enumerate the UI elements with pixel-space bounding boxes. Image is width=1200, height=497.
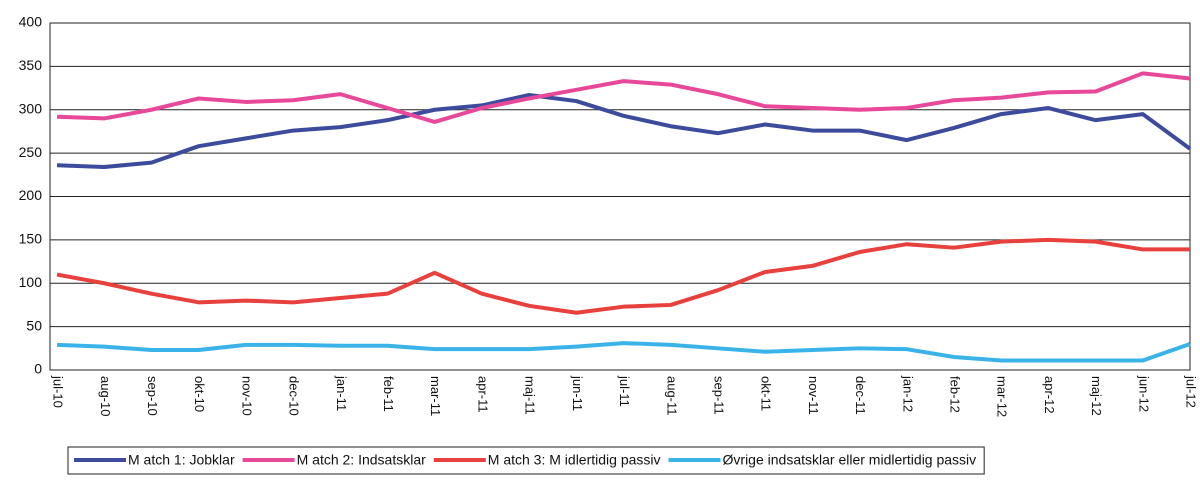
legend-box (67, 446, 985, 475)
series-line (56, 341, 1191, 363)
x-tick-label: feb-11 (381, 376, 396, 412)
y-tick-label: 300 (19, 100, 43, 116)
series-line (56, 93, 1192, 170)
y-tick-label: 200 (19, 187, 43, 203)
x-tick-label: jan-11 (334, 375, 349, 411)
x-tick-label: aug-11 (664, 376, 679, 416)
legend-label: M atch 3: M idlertidig passiv (488, 452, 661, 468)
x-tick-label: jul-12 (1184, 375, 1199, 408)
x-tick-label: mar-12 (995, 376, 1010, 417)
legend: M atch 1: Jobklar M atch 2: Indsatsklar M … (67, 446, 985, 475)
x-tick-label: feb-12 (948, 376, 963, 413)
x-tick-label: sep-11 (711, 376, 726, 415)
y-tick-label: 250 (19, 144, 43, 160)
y-tick-label: 0 (34, 361, 42, 377)
legend-label: Øvrige indsatsklar eller midlertidig pas… (723, 452, 977, 468)
y-tick-label: 350 (19, 57, 43, 73)
x-tick-label: nov-11 (806, 376, 821, 415)
y-tick-label: 100 (19, 274, 43, 290)
series-line (56, 71, 1191, 124)
legend-label: M atch 2: Indsatsklar (297, 452, 427, 468)
x-tick-label: jan-12 (900, 375, 915, 412)
x-tick-label: maj-11 (523, 376, 538, 415)
y-tick-label: 150 (19, 231, 43, 247)
x-tick-label: okt-10 (192, 376, 207, 412)
x-tick-label: jul-10 (51, 375, 66, 408)
x-tick-label: dec-11 (853, 376, 868, 415)
series-line (56, 237, 1190, 315)
x-tick-label: jun-11 (570, 375, 585, 411)
x-tick-label: jun-12 (1136, 375, 1151, 412)
x-tick-label: dec-10 (287, 376, 302, 416)
x-tick-label: maj-12 (1089, 376, 1104, 416)
x-tick-label: aug-10 (98, 376, 113, 416)
x-tick-label: okt-11 (759, 376, 774, 411)
x-tick-label: sep-10 (145, 376, 160, 416)
x-tick-label: nov-10 (239, 376, 254, 416)
y-tick-label: 400 (19, 14, 43, 30)
x-tick-label: mar-11 (428, 376, 443, 416)
y-tick-label: 50 (26, 317, 42, 333)
x-tick-label: apr-11 (475, 376, 490, 413)
x-tick-label: apr-12 (1042, 376, 1057, 414)
legend-label: M atch 1: Jobklar (128, 452, 235, 468)
x-tick-label: jul-11 (617, 375, 632, 407)
